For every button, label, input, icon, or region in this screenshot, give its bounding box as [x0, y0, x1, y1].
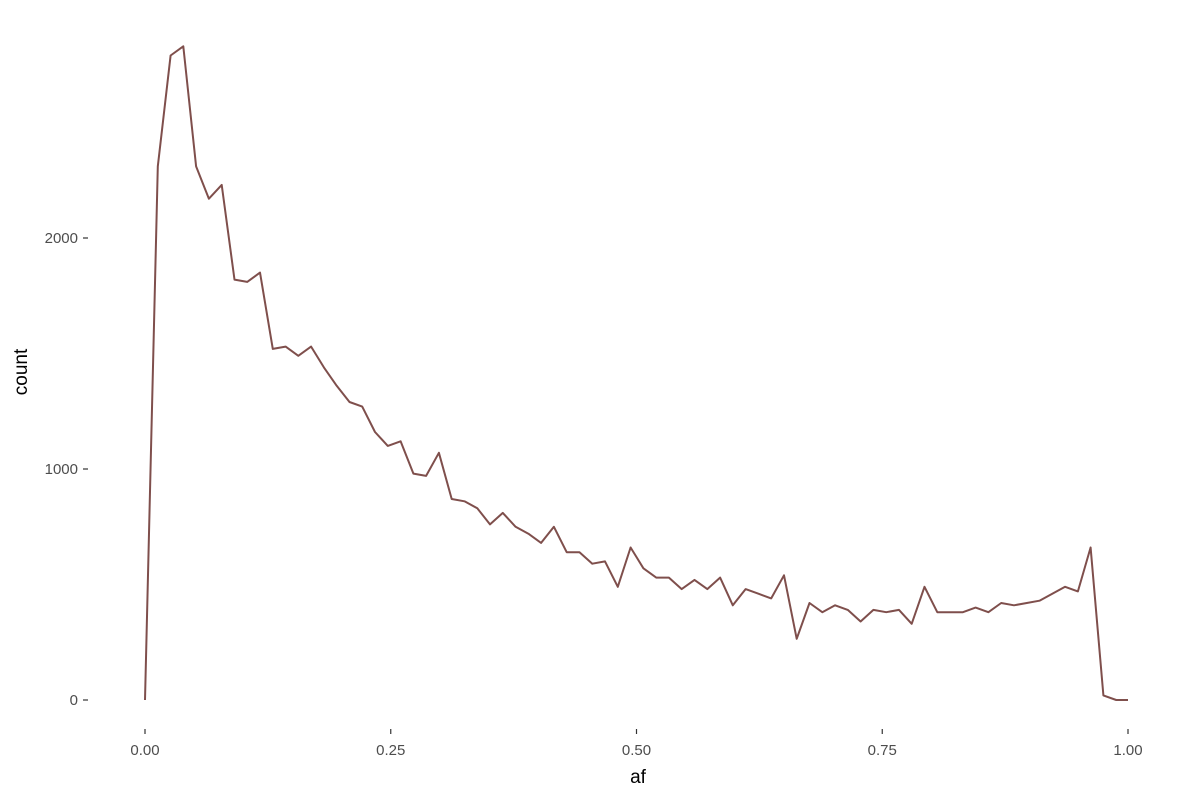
x-tick-label: 0.00 — [130, 742, 159, 759]
x-axis-title: af — [630, 767, 647, 788]
x-tick-label: 0.25 — [376, 742, 405, 759]
x-tick-label: 1.00 — [1113, 742, 1142, 759]
x-tick-label: 0.50 — [622, 742, 651, 759]
y-axis-title: count — [11, 348, 32, 395]
series-layer — [144, 45, 1128, 701]
y-tick-label: 1000 — [45, 461, 78, 478]
x-tick-label: 0.75 — [868, 742, 897, 759]
y-axis: 0 1000 2000 — [45, 230, 88, 709]
y-tick-label: 0 — [70, 692, 78, 709]
x-axis: 0.00 0.25 0.50 0.75 1.00 — [130, 729, 1143, 759]
y-tick-label: 2000 — [45, 230, 78, 247]
series-line — [144, 45, 1128, 701]
